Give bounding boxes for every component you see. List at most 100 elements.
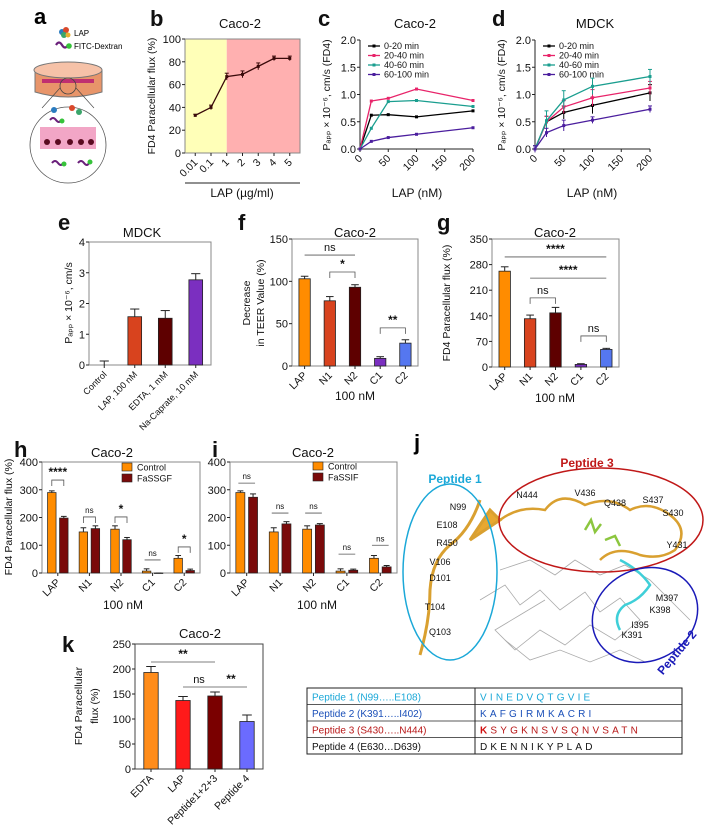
peptide-3-ellipse bbox=[498, 467, 704, 573]
bar-fassgf bbox=[185, 570, 195, 574]
legend-marker bbox=[372, 54, 376, 57]
data-point bbox=[648, 75, 652, 79]
bar bbox=[374, 357, 387, 367]
legend-label: 40-60 min bbox=[559, 60, 599, 70]
significance-label: ns bbox=[85, 506, 93, 515]
residue-label: N444 bbox=[516, 490, 538, 500]
panel-label: a bbox=[34, 4, 47, 29]
bar-fassgf bbox=[153, 572, 164, 574]
significance-label: **** bbox=[559, 263, 578, 277]
significance-annotation: ** bbox=[379, 313, 406, 334]
chart-title: Caco-2 bbox=[292, 445, 334, 460]
chart-title: Caco-2 bbox=[534, 225, 576, 240]
bar bbox=[207, 695, 223, 770]
data-point bbox=[386, 136, 390, 140]
legend-swatch bbox=[312, 461, 324, 471]
significance-annotation: ns bbox=[271, 502, 289, 514]
y-axis-label: Pₐₚₚ × 10⁻⁶, cm/s (FD4) bbox=[321, 39, 333, 150]
residue-label: S437 bbox=[642, 495, 663, 505]
chart-title: Caco-2 bbox=[219, 16, 261, 31]
sequence-text: DKENNIKYPLAD bbox=[480, 742, 596, 753]
data-point bbox=[369, 126, 373, 130]
y-tick-label: 4 bbox=[79, 237, 85, 249]
fitc-dextran-icon bbox=[55, 41, 72, 49]
panel-label: b bbox=[150, 6, 163, 31]
peptide-3-label: Peptide 3 bbox=[560, 456, 614, 470]
legend-label: 20-40 min bbox=[559, 51, 599, 61]
significance-annotation: ns bbox=[183, 674, 215, 688]
bar bbox=[498, 270, 511, 368]
peptide-name-cell: Peptide 4 (E630…D639) bbox=[312, 742, 421, 753]
data-point bbox=[415, 132, 418, 136]
legend-label: 0-20 min bbox=[384, 41, 419, 51]
residue-label: V106 bbox=[429, 557, 450, 567]
y-axis-label: in TEER Value (%) bbox=[255, 259, 267, 346]
bar bbox=[323, 300, 336, 367]
chart-title: Caco-2 bbox=[334, 225, 376, 240]
chart-panel-d: d MDCK 0.0 0.5 1.0 1.5 2.0 Pₐₚₚ × 10⁻⁶, cm/s (F… bbox=[492, 6, 655, 200]
legend-label: FaSSIF bbox=[328, 473, 359, 483]
data-point bbox=[415, 115, 418, 119]
significance-bracket bbox=[82, 516, 96, 523]
significance-label: * bbox=[340, 257, 345, 271]
peptide-sequence-table: Peptide 1 (N99…..E108) VINEDVQTGVIE Peptid… bbox=[306, 687, 683, 755]
bar bbox=[127, 316, 143, 366]
series-0 bbox=[193, 55, 292, 117]
lap-icon bbox=[59, 27, 71, 38]
significance-annotation: * bbox=[329, 257, 356, 279]
x-axis-label: 100 nM bbox=[535, 391, 575, 405]
y-tick-label: 0 bbox=[482, 362, 488, 374]
bar bbox=[523, 318, 537, 368]
significance-bracket bbox=[529, 297, 556, 304]
y-tick-label: 3 bbox=[79, 268, 85, 280]
y-tick-label: 210 bbox=[470, 285, 488, 297]
residue-label: I395 bbox=[631, 620, 649, 630]
y-axis-label: Decrease bbox=[241, 280, 253, 325]
chart-panel-b: b Caco-2 0 20 40 60 80 100 FD4 Paracellular flux… bbox=[146, 6, 301, 200]
data-point bbox=[415, 98, 418, 102]
panel-label: j bbox=[413, 430, 420, 455]
significance-annotation: **** bbox=[48, 465, 67, 487]
legend-swatch bbox=[121, 473, 133, 483]
data-point bbox=[562, 98, 566, 102]
significance-annotation: * bbox=[114, 502, 128, 523]
panel-label: g bbox=[437, 210, 450, 235]
panel-label: c bbox=[318, 6, 330, 31]
y-tick-label: 140 bbox=[470, 311, 488, 323]
data-point bbox=[386, 96, 390, 100]
significance-annotation: ** bbox=[151, 647, 215, 663]
y-tick-label: 1.0 bbox=[341, 90, 356, 102]
y-tick-label: 0.5 bbox=[516, 117, 531, 129]
y-axis-label: Pₐₚₚ × 10⁻⁶, cm/s (FD4) bbox=[496, 39, 508, 150]
y-tick-label: 100 bbox=[163, 34, 181, 46]
residue-label: T104 bbox=[425, 602, 446, 612]
peptide-2-ribbon bbox=[615, 558, 652, 631]
data-point bbox=[272, 56, 276, 60]
significance-label: ** bbox=[388, 313, 398, 327]
transwell-dish-icon bbox=[33, 61, 103, 109]
significance-annotation: ns bbox=[529, 285, 556, 304]
significance-label: ns bbox=[588, 323, 600, 335]
y-tick-label: 100 bbox=[270, 276, 288, 288]
y-tick-label: 300 bbox=[20, 485, 38, 497]
bar-fassgf bbox=[59, 517, 69, 574]
y-tick-label: 250 bbox=[113, 639, 131, 651]
sequence-highlight-residue: K bbox=[480, 726, 490, 737]
legend-label: Control bbox=[328, 462, 357, 472]
y-tick-label: 0 bbox=[32, 568, 38, 580]
peptide-1-label: Peptide 1 bbox=[428, 472, 482, 486]
table-row: Peptide 1 (N99…..E108) VINEDVQTGVIE bbox=[312, 693, 590, 704]
data-point bbox=[358, 147, 362, 151]
series-3 bbox=[358, 126, 475, 151]
peptide-1-ellipse bbox=[402, 483, 498, 661]
peptide-3-ribbon bbox=[499, 497, 683, 561]
panel-a-schematic: a LAP FITC-Dextran bbox=[29, 4, 122, 184]
residue-label: N99 bbox=[450, 502, 467, 512]
magnified-cell-monolayer-icon bbox=[29, 105, 107, 184]
residue-labels: N444 V436 Q438 S437 S430 Y431 N99 E108 R450 V106 D… bbox=[425, 488, 688, 640]
